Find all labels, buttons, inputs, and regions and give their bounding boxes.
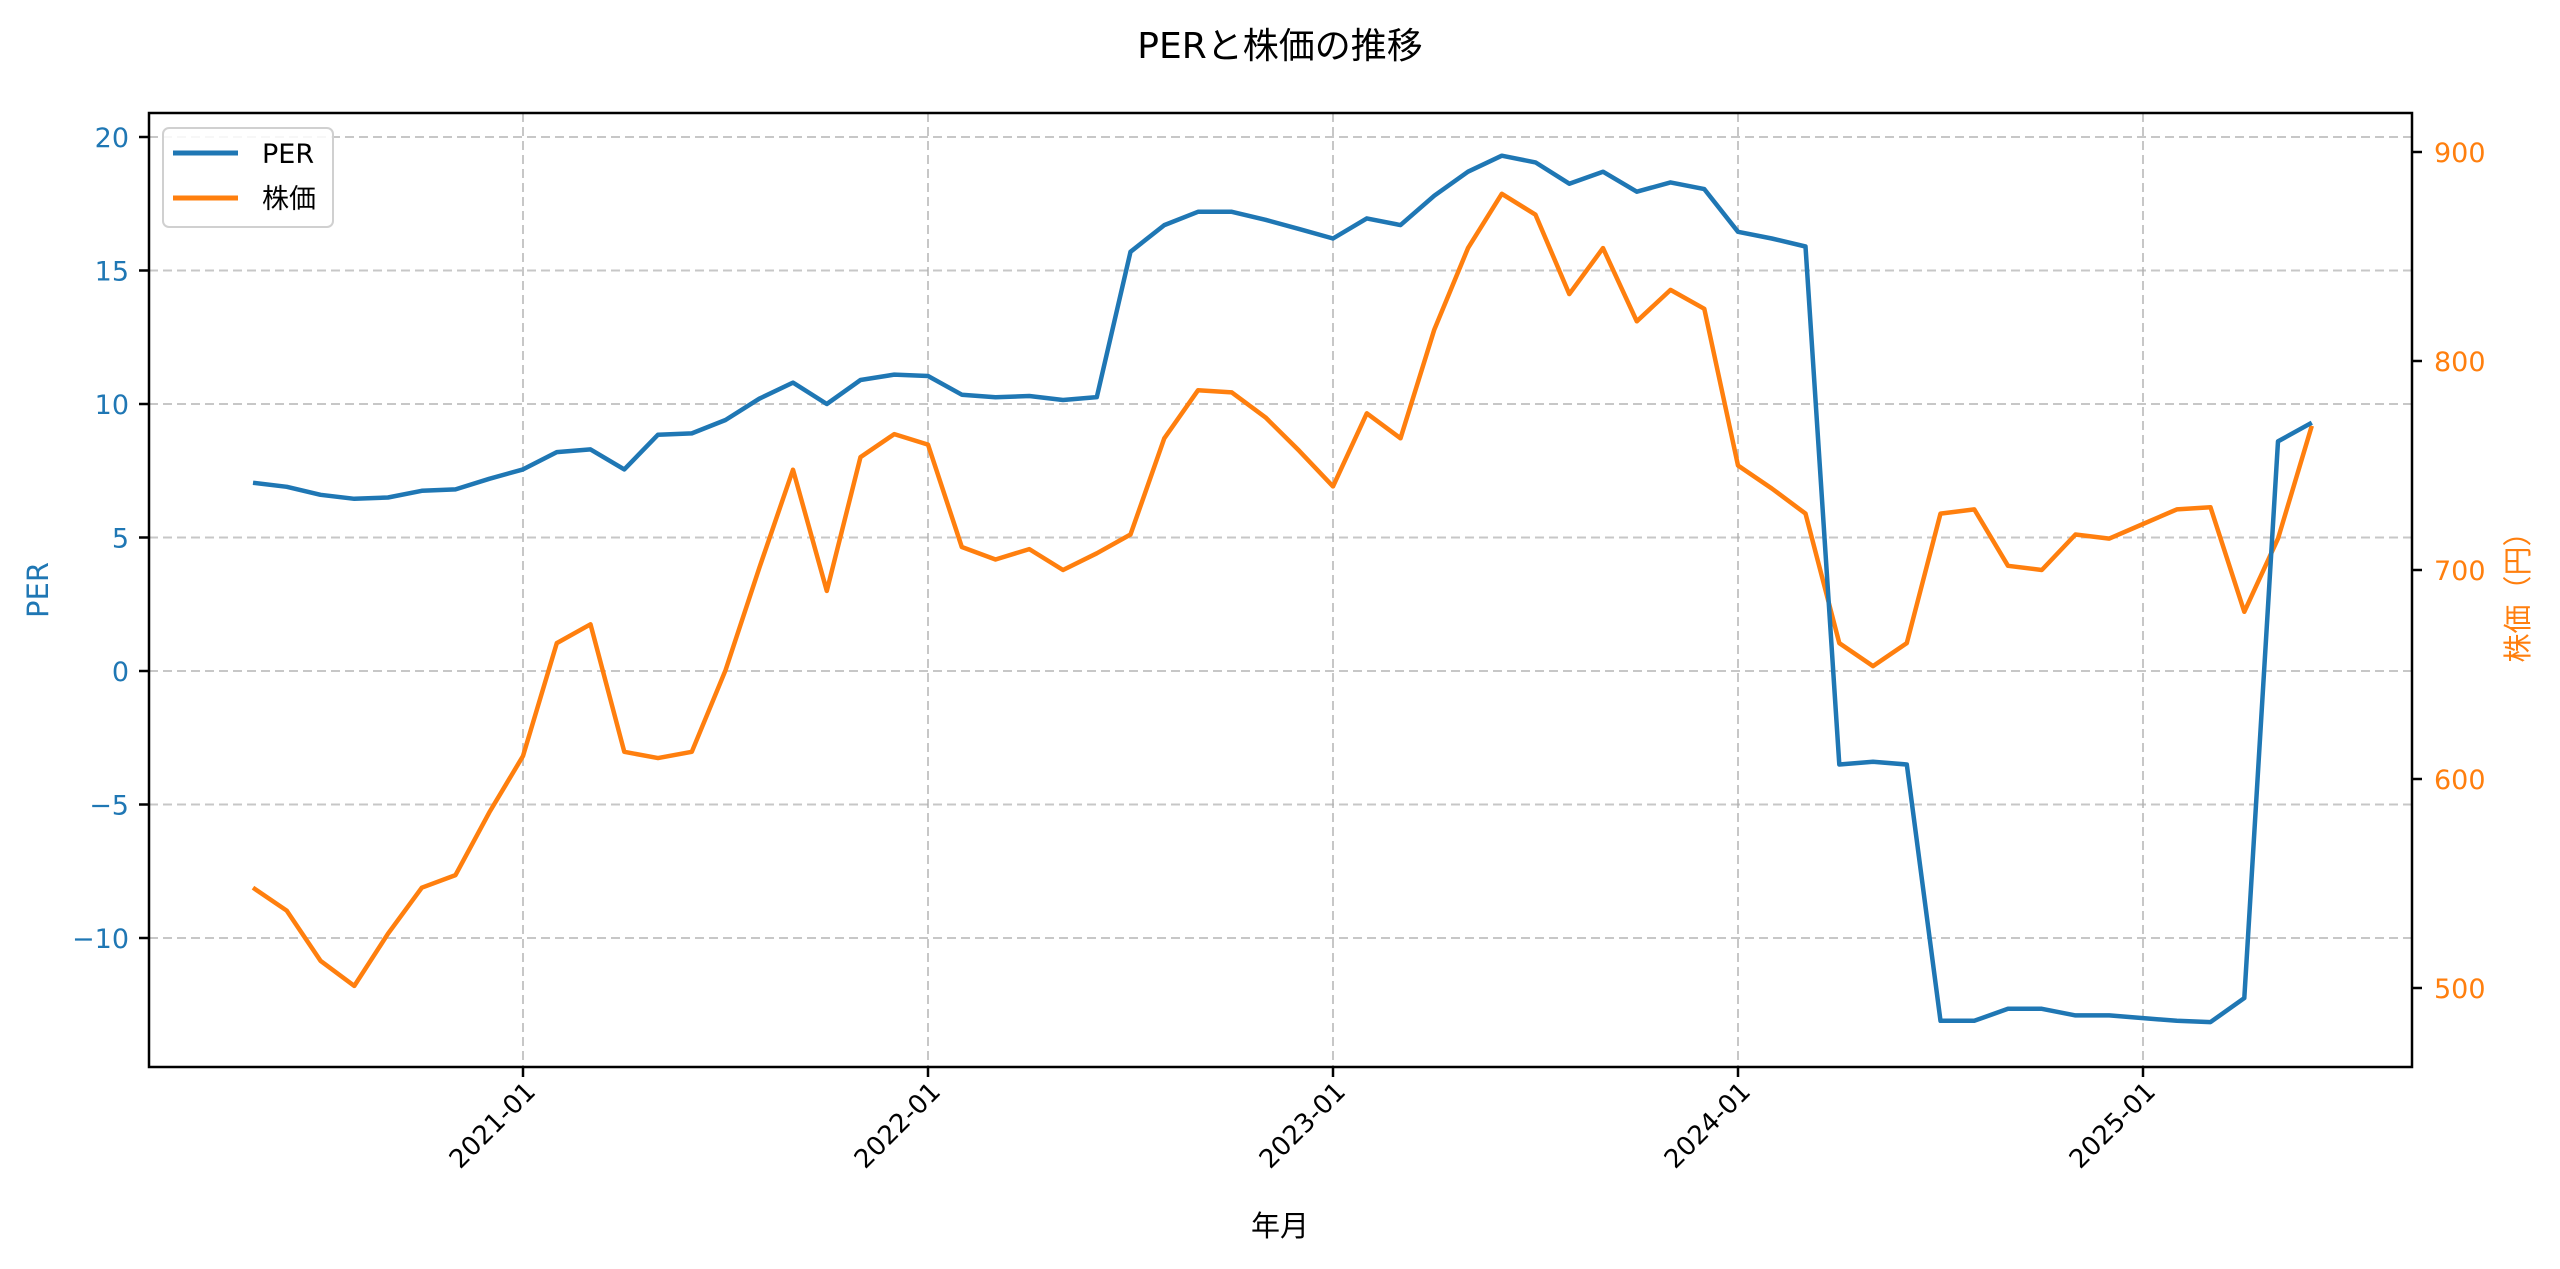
price-line [251,191,2314,989]
legend: PER 株価 [162,127,334,228]
left-tick-label: 10 [95,390,129,421]
legend-label-per: PER [262,139,314,170]
plot-frame [147,111,2414,1069]
left-tick-label: −10 [72,924,129,955]
x-tick-label: 2023-01 [1254,1077,1352,1175]
left-tick-label: 15 [95,257,129,288]
left-axis-label: PER [21,562,55,618]
right-tick-label: 700 [2434,556,2486,587]
x-tick-label: 2024-01 [1659,1077,1757,1175]
right-tick-label: 500 [2434,974,2486,1005]
x-axis-label: 年月 [1251,1209,1309,1243]
grid-lines [149,113,2412,1067]
right-tick-label: 800 [2434,347,2486,378]
left-tick-label: −5 [89,791,129,822]
right-tick-label: 600 [2434,765,2486,796]
left-tick-label: 5 [112,524,129,555]
series-lines [251,153,2314,1025]
right-y-axis: 500 600 700 800 900 [2412,138,2486,1005]
right-tick-label: 900 [2434,138,2486,169]
x-tick-label: 2022-01 [849,1077,947,1175]
left-tick-label: 20 [95,123,129,154]
x-tick-label: 2025-01 [2064,1077,2162,1175]
left-tick-label: 0 [112,657,129,688]
right-axis-label: 株価（円） [2501,517,2535,662]
per-line [252,153,2313,1025]
left-y-axis: −10 −5 0 5 10 15 20 [72,123,149,955]
chart-title: PERと株価の推移 [1137,26,1422,67]
legend-label-price: 株価 [262,184,316,215]
x-tick-label: 2021-01 [444,1077,542,1175]
x-axis: 2021-01 2022-01 2023-01 2024-01 2025-01 [444,1067,2162,1175]
